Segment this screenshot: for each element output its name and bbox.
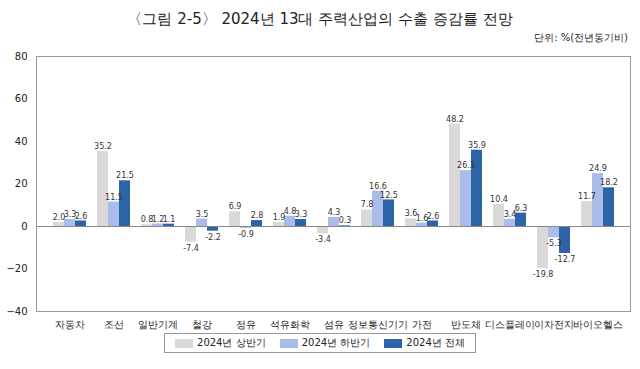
svg-text:12.5: 12.5 bbox=[380, 190, 398, 199]
svg-text:4.8: 4.8 bbox=[283, 206, 297, 216]
svg-text:−40: −40 bbox=[6, 306, 27, 317]
html-text:〈그림 2-5〉 2024년 13대 주력산업의 수출 증감: 〈그림 2-5〉 2024년 13대 주력산업의 수출 증감률 전망 bbox=[127, 10, 513, 28]
svg-text:0: 0 bbox=[21, 221, 27, 232]
svg-text:20: 20 bbox=[15, 178, 28, 189]
svg-text:2.6: 2.6 bbox=[75, 212, 88, 221]
html-text:2024년 전체: 2024년 전체 bbox=[406, 337, 465, 348]
svg-text:-5.3: -5.3 bbox=[546, 239, 562, 248]
svg-text:3.3: 3.3 bbox=[63, 210, 77, 219]
svg-text:6.9: 6.9 bbox=[229, 202, 242, 211]
svg-text:3.4: 3.4 bbox=[503, 209, 517, 219]
svg-text:11.5: 11.5 bbox=[105, 193, 123, 202]
svg-text:섬유: 섬유 bbox=[324, 319, 344, 330]
svg-text:1.2: 1.2 bbox=[151, 214, 165, 224]
svg-text:0.8: 0.8 bbox=[140, 215, 154, 225]
html-text:2024년 하반기: 2024년 하반기 bbox=[301, 337, 371, 348]
svg-text:24.9: 24.9 bbox=[589, 164, 607, 173]
svg-text:6.3: 6.3 bbox=[515, 204, 528, 213]
svg-text:3.5: 3.5 bbox=[196, 210, 209, 219]
svg-text:−20: −20 bbox=[6, 263, 27, 274]
svg-text:1.1: 1.1 bbox=[163, 215, 176, 224]
svg-text:-0.9: -0.9 bbox=[238, 230, 254, 239]
svg-text:11.7: 11.7 bbox=[578, 192, 596, 201]
svg-text:정유: 정유 bbox=[236, 319, 256, 330]
svg-text:가전: 가전 bbox=[412, 319, 432, 330]
svg-text:-12.7: -12.7 bbox=[555, 255, 576, 264]
svg-text:2.6: 2.6 bbox=[427, 212, 440, 221]
svg-text:철강: 철강 bbox=[192, 319, 212, 330]
svg-text:40: 40 bbox=[15, 136, 28, 147]
svg-text:반도체: 반도체 bbox=[451, 319, 481, 330]
svg-text:석유화학: 석유화학 bbox=[270, 319, 310, 330]
svg-text:-2.2: -2.2 bbox=[205, 233, 221, 242]
svg-text:4.3: 4.3 bbox=[327, 207, 341, 217]
svg-text:26.3: 26.3 bbox=[457, 161, 475, 170]
svg-text:이차전지: 이차전지 bbox=[534, 319, 574, 330]
html-text:2024년 상반기: 2024년 상반기 bbox=[197, 337, 266, 348]
svg-text:디스플레이: 디스플레이 bbox=[485, 319, 535, 330]
svg-text:조선: 조선 bbox=[104, 319, 124, 330]
svg-text:35.2: 35.2 bbox=[94, 142, 112, 151]
svg-text:정보통신기기: 정보통신기기 bbox=[348, 319, 408, 330]
svg-text:48.2: 48.2 bbox=[446, 115, 464, 124]
svg-text:2.0: 2.0 bbox=[52, 212, 66, 222]
svg-text:7.8: 7.8 bbox=[361, 200, 374, 209]
svg-text:자동차: 자동차 bbox=[55, 319, 85, 330]
svg-text:21.5: 21.5 bbox=[116, 171, 134, 180]
html-text:단위: %(전년동기비): 단위: %(전년동기비) bbox=[534, 32, 628, 43]
svg-text:10.4: 10.4 bbox=[490, 195, 508, 204]
svg-text:60: 60 bbox=[15, 93, 28, 104]
svg-text:16.6: 16.6 bbox=[369, 182, 387, 191]
svg-text:1.6: 1.6 bbox=[415, 213, 429, 223]
svg-text:3.3: 3.3 bbox=[295, 210, 308, 219]
svg-text:3.6: 3.6 bbox=[404, 209, 418, 219]
svg-text:-19.8: -19.8 bbox=[533, 270, 554, 279]
svg-text:80: 80 bbox=[15, 51, 28, 62]
svg-text:일반기계: 일반기계 bbox=[138, 319, 178, 330]
svg-text:18.2: 18.2 bbox=[600, 178, 618, 187]
svg-text:-7.4: -7.4 bbox=[183, 244, 199, 253]
svg-text:바이오헬스: 바이오헬스 bbox=[573, 319, 623, 330]
svg-text:35.9: 35.9 bbox=[468, 141, 486, 150]
svg-text:1.9: 1.9 bbox=[272, 213, 286, 222]
svg-text:0.3: 0.3 bbox=[339, 216, 352, 225]
svg-text:-3.4: -3.4 bbox=[315, 235, 331, 244]
svg-text:2.8: 2.8 bbox=[251, 211, 264, 220]
